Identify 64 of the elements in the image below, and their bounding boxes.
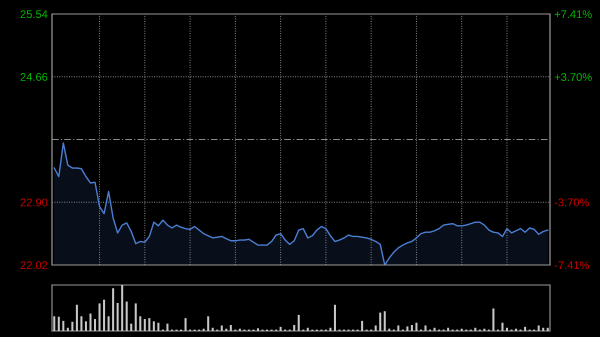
bar <box>207 316 210 331</box>
bar <box>306 328 309 331</box>
bar <box>62 320 64 331</box>
bar <box>293 325 296 331</box>
bar <box>230 325 232 331</box>
y2-tick-label: -7.41% <box>554 261 589 270</box>
y2-tick-label: +7.41% <box>554 10 592 18</box>
y2-tick-label: -3.70% <box>554 198 589 206</box>
bar <box>492 308 494 331</box>
bar <box>139 316 142 331</box>
bar <box>379 312 382 331</box>
bar <box>126 302 128 331</box>
bar <box>397 325 400 331</box>
bar <box>134 303 137 331</box>
bar <box>157 322 160 331</box>
bar <box>298 314 300 331</box>
bar <box>501 322 504 331</box>
bar <box>524 326 526 331</box>
bar <box>184 318 187 331</box>
bar <box>280 326 282 331</box>
bar <box>71 322 74 331</box>
bar <box>474 328 476 331</box>
bar <box>58 316 60 331</box>
bar <box>374 325 377 331</box>
bar <box>334 304 336 331</box>
bar <box>148 318 150 331</box>
bar <box>144 319 146 331</box>
bar <box>152 321 155 331</box>
bar <box>130 324 132 331</box>
bar <box>220 325 223 331</box>
bar <box>166 324 168 331</box>
bar <box>116 302 119 331</box>
bar <box>361 320 364 331</box>
bar <box>329 328 332 331</box>
bar <box>98 303 101 331</box>
bar <box>410 325 413 331</box>
bar <box>542 328 544 331</box>
bar <box>108 316 110 331</box>
bar <box>212 328 214 331</box>
bar <box>80 316 82 331</box>
bar <box>103 300 106 331</box>
bar <box>89 314 92 331</box>
bar <box>424 325 427 331</box>
bar <box>66 328 69 331</box>
bar <box>415 322 418 331</box>
y-tick-label: 22.90 <box>20 198 48 206</box>
y-tick-label: 25.54 <box>20 10 48 18</box>
bar <box>94 319 96 331</box>
bar <box>121 285 124 331</box>
bar <box>406 326 408 331</box>
bar <box>112 288 114 331</box>
bar <box>84 321 87 331</box>
bar <box>76 304 78 331</box>
y2-tick-label: +3.70% <box>554 73 592 81</box>
bar <box>434 328 436 331</box>
bar <box>538 325 540 331</box>
bar <box>506 328 508 331</box>
bar <box>384 311 386 331</box>
y-tick-label: 24.66 <box>20 73 48 81</box>
y-tick-label: 22.02 <box>20 261 48 270</box>
bar <box>546 328 549 331</box>
bar <box>53 316 56 331</box>
bar <box>256 328 260 331</box>
bar <box>447 328 450 331</box>
